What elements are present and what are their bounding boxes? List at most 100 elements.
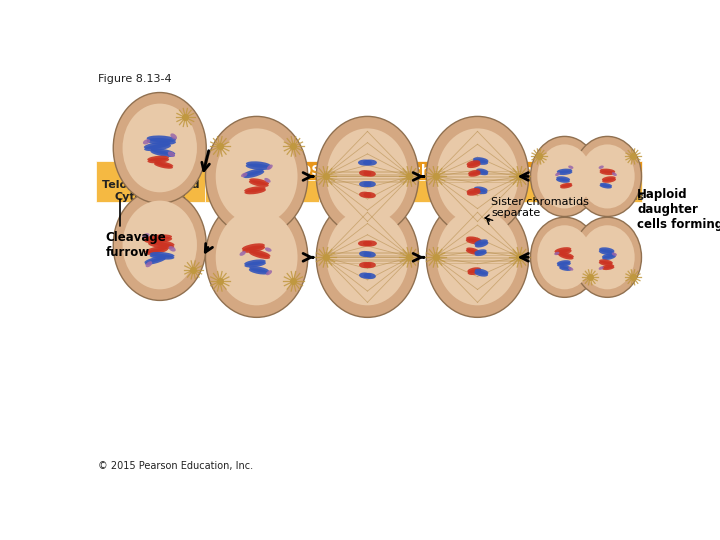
Ellipse shape [473,157,488,163]
Bar [204,180,319,202]
Ellipse shape [145,256,166,263]
Ellipse shape [168,246,176,252]
Ellipse shape [467,267,481,273]
Ellipse shape [474,239,488,246]
Ellipse shape [602,253,616,259]
Ellipse shape [145,261,152,267]
Ellipse shape [474,188,487,194]
Bar [96,161,204,202]
Ellipse shape [148,156,169,161]
Ellipse shape [467,247,480,253]
Ellipse shape [245,188,266,194]
Ellipse shape [142,233,150,238]
Ellipse shape [243,168,264,176]
Ellipse shape [144,234,172,241]
Text: Telophase II
and Cytokinesis: Telophase II and Cytokinesis [546,180,644,202]
Ellipse shape [559,254,573,260]
Ellipse shape [243,171,264,178]
Ellipse shape [599,259,613,265]
Ellipse shape [150,148,175,155]
Ellipse shape [573,137,642,217]
Ellipse shape [241,173,248,177]
Ellipse shape [150,150,175,157]
Ellipse shape [467,188,480,194]
Ellipse shape [466,238,481,244]
Ellipse shape [474,269,488,275]
Ellipse shape [537,225,592,289]
Ellipse shape [467,160,480,166]
Ellipse shape [531,137,599,217]
Ellipse shape [148,242,174,249]
Ellipse shape [359,273,372,279]
Ellipse shape [205,197,307,318]
Ellipse shape [216,210,297,305]
Text: © 2015 Pearson Education, Inc.: © 2015 Pearson Education, Inc. [98,461,253,471]
Ellipse shape [264,178,271,183]
Ellipse shape [580,144,634,208]
Ellipse shape [144,144,171,151]
Ellipse shape [555,172,560,176]
Text: Sister chromatids
separate: Sister chromatids separate [485,197,590,219]
Ellipse shape [242,246,265,253]
Ellipse shape [468,170,480,175]
Ellipse shape [602,255,616,260]
Ellipse shape [113,190,206,300]
Ellipse shape [531,217,599,298]
Ellipse shape [122,201,197,289]
Ellipse shape [148,240,174,247]
Ellipse shape [246,164,271,170]
Ellipse shape [602,178,616,183]
Ellipse shape [150,254,174,260]
Ellipse shape [600,170,615,175]
Ellipse shape [358,159,372,166]
Ellipse shape [467,190,481,195]
Ellipse shape [436,129,518,225]
Ellipse shape [556,178,570,183]
Ellipse shape [475,241,488,247]
Ellipse shape [560,184,572,188]
Text: Cleavage
furrow: Cleavage furrow [106,199,166,259]
Text: MEIOSIS II: Sister chromatids separate: MEIOSIS II: Sister chromatids separate [271,164,575,178]
Text: Figure 8.13-4: Figure 8.13-4 [98,74,171,84]
Ellipse shape [426,197,528,318]
Ellipse shape [240,251,246,256]
Ellipse shape [249,180,269,187]
Ellipse shape [476,170,488,176]
Ellipse shape [249,268,269,274]
Ellipse shape [466,249,480,255]
Ellipse shape [473,159,488,165]
Text: Haploid
daughter
cells forming: Haploid daughter cells forming [637,188,720,231]
Ellipse shape [216,129,297,225]
Ellipse shape [244,186,266,192]
Ellipse shape [600,184,612,188]
Ellipse shape [557,170,572,175]
Ellipse shape [359,170,372,176]
Text: Telophase I and
Cytokinesis: Telophase I and Cytokinesis [102,180,199,202]
Ellipse shape [580,225,634,289]
Ellipse shape [599,261,613,266]
Ellipse shape [364,273,376,279]
Ellipse shape [145,258,166,265]
Ellipse shape [602,176,616,181]
Ellipse shape [537,144,592,208]
Ellipse shape [426,117,528,237]
Ellipse shape [559,267,572,271]
Ellipse shape [554,247,571,253]
Ellipse shape [147,136,176,143]
Ellipse shape [573,217,642,298]
Bar [548,180,642,202]
Ellipse shape [474,271,488,276]
Ellipse shape [568,165,573,169]
Bar [319,180,433,202]
Ellipse shape [467,162,481,168]
Ellipse shape [171,133,177,139]
Ellipse shape [557,262,571,267]
Ellipse shape [476,168,488,174]
Ellipse shape [560,183,572,187]
Ellipse shape [244,259,266,266]
Ellipse shape [436,210,518,305]
Ellipse shape [555,249,572,255]
Text: Prophase II: Prophase II [231,186,292,196]
Ellipse shape [602,265,614,269]
Ellipse shape [327,210,408,305]
